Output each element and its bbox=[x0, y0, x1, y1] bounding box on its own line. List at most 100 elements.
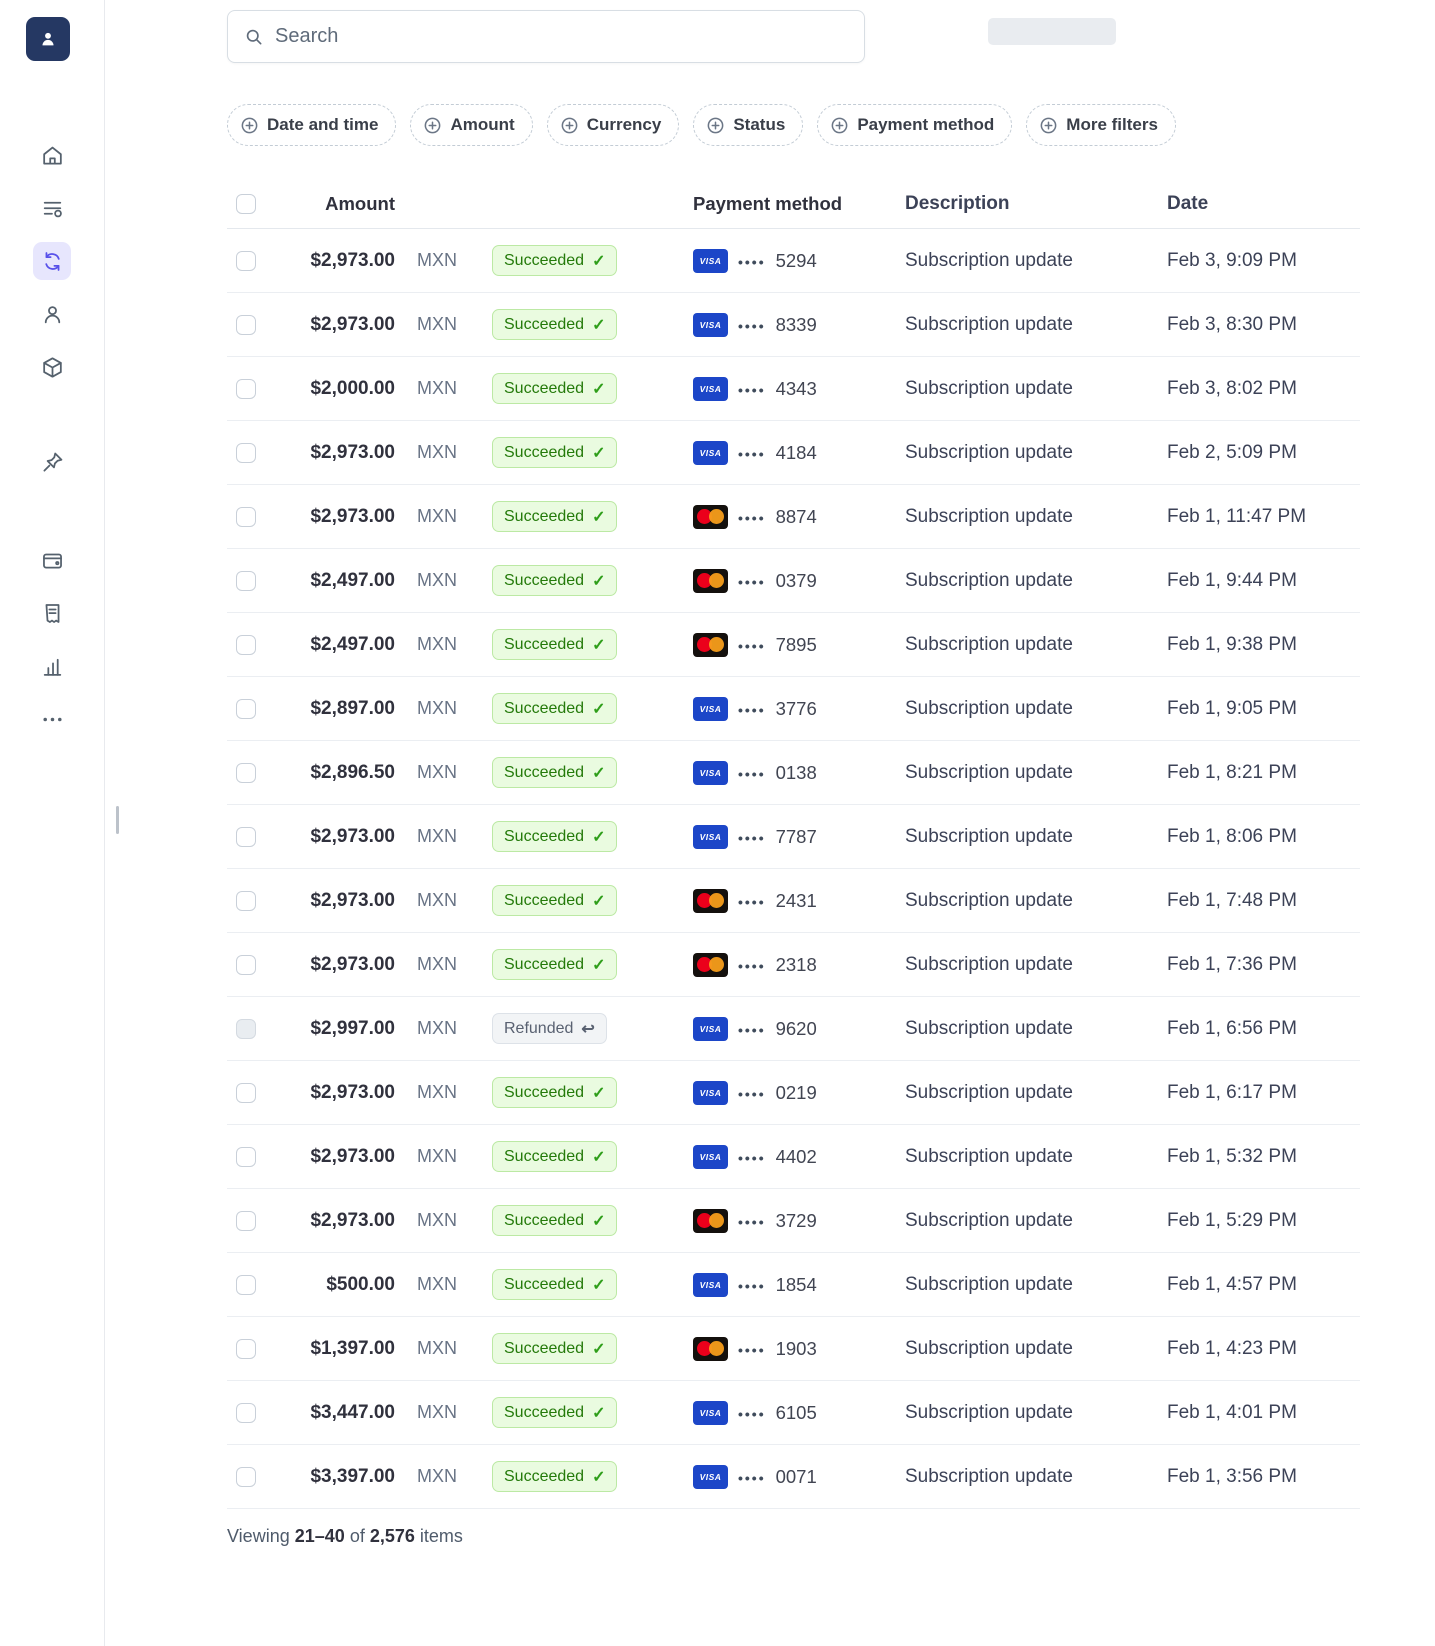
row-description: Subscription update bbox=[905, 1081, 1073, 1103]
card-last4: 3729 bbox=[775, 1209, 817, 1231]
sidebar-item-balances[interactable] bbox=[33, 189, 71, 227]
table-row[interactable]: $2,973.00 MXN Succeeded ✓ VISA •••• 0219… bbox=[227, 1061, 1360, 1125]
sidebar-item-shortcuts[interactable] bbox=[33, 443, 71, 481]
status-label: Succeeded bbox=[504, 1083, 585, 1101]
row-checkbox[interactable] bbox=[236, 698, 256, 719]
visa-label: VISA bbox=[699, 831, 722, 842]
row-checkbox[interactable] bbox=[236, 506, 256, 527]
balances-icon bbox=[43, 201, 62, 217]
table-row[interactable]: $2,973.00 MXN Succeeded ✓ VISA •••• 8874… bbox=[227, 485, 1360, 549]
plus-circle-icon bbox=[561, 117, 578, 133]
table-row[interactable]: $2,973.00 MXN Succeeded ✓ VISA •••• 4402… bbox=[227, 1125, 1360, 1189]
sidebar-item-invoices[interactable] bbox=[33, 594, 71, 632]
table-row[interactable]: $500.00 MXN Succeeded ✓ VISA •••• 1854 S… bbox=[227, 1253, 1360, 1317]
row-checkbox[interactable] bbox=[236, 826, 256, 847]
row-checkbox[interactable] bbox=[236, 1082, 256, 1103]
mastercard-red-circle bbox=[697, 1213, 712, 1228]
row-payment-method: VISA •••• 3776 bbox=[670, 696, 885, 721]
row-payment-method: VISA •••• 9620 bbox=[670, 1016, 885, 1041]
table-row[interactable]: $2,497.00 MXN Succeeded ✓ VISA •••• 7895… bbox=[227, 613, 1360, 677]
filter-pill-payment-method[interactable]: Payment method bbox=[817, 104, 1013, 146]
table-row[interactable]: $2,000.00 MXN Succeeded ✓ VISA •••• 4343… bbox=[227, 357, 1360, 421]
table-row[interactable]: $2,897.00 MXN Succeeded ✓ VISA •••• 3776… bbox=[227, 677, 1360, 741]
select-all-checkbox[interactable] bbox=[236, 193, 256, 214]
sidebar-item-customers[interactable] bbox=[33, 295, 71, 333]
table-row[interactable]: $2,497.00 MXN Succeeded ✓ VISA •••• 0379… bbox=[227, 549, 1360, 613]
row-checkbox[interactable] bbox=[236, 1274, 256, 1295]
row-checkbox[interactable] bbox=[236, 570, 256, 591]
table-row[interactable]: $2,973.00 MXN Succeeded ✓ VISA •••• 7787… bbox=[227, 805, 1360, 869]
search-box[interactable] bbox=[227, 10, 865, 63]
row-checkbox[interactable] bbox=[236, 1146, 256, 1167]
sidebar bbox=[0, 0, 105, 1646]
app-logo-glyph bbox=[42, 32, 54, 46]
filter-pill-amount[interactable]: Amount bbox=[410, 104, 533, 146]
status-badge: Succeeded ✓ bbox=[492, 565, 618, 596]
row-checkbox[interactable] bbox=[236, 890, 256, 911]
table-row[interactable]: $3,447.00 MXN Succeeded ✓ VISA •••• 6105… bbox=[227, 1381, 1360, 1445]
top-bar bbox=[227, 10, 1435, 63]
status-label: Succeeded bbox=[504, 1467, 585, 1485]
row-checkbox[interactable] bbox=[236, 442, 256, 463]
row-currency: MXN bbox=[417, 1210, 457, 1230]
row-checkbox[interactable] bbox=[236, 1466, 256, 1487]
row-amount: $2,973.00 bbox=[310, 249, 395, 271]
row-amount: $2,497.00 bbox=[310, 633, 395, 655]
search-input[interactable] bbox=[275, 25, 848, 48]
table-row[interactable]: $2,973.00 MXN Succeeded ✓ VISA •••• 4184… bbox=[227, 421, 1360, 485]
row-checkbox[interactable] bbox=[236, 1018, 256, 1039]
row-payment-method: VISA •••• 4343 bbox=[670, 376, 885, 401]
invoice-icon bbox=[45, 603, 59, 623]
row-payment-method: VISA •••• 5294 bbox=[670, 248, 885, 273]
table-row[interactable]: $2,973.00 MXN Succeeded ✓ VISA •••• 8339… bbox=[227, 293, 1360, 357]
app-logo[interactable] bbox=[26, 17, 70, 61]
table-row[interactable]: $2,896.50 MXN Succeeded ✓ VISA •••• 0138… bbox=[227, 741, 1360, 805]
table-row[interactable]: $2,973.00 MXN Succeeded ✓ VISA •••• 3729… bbox=[227, 1189, 1360, 1253]
status-icon: ✓ bbox=[592, 828, 606, 846]
row-checkbox[interactable] bbox=[236, 634, 256, 655]
row-checkbox[interactable] bbox=[236, 250, 256, 271]
sidebar-item-products[interactable] bbox=[33, 348, 71, 386]
row-status-cell: Succeeded ✓ bbox=[470, 1333, 670, 1364]
filter-pill-status[interactable]: Status bbox=[693, 104, 804, 146]
table-row[interactable]: $1,397.00 MXN Succeeded ✓ VISA •••• 1903… bbox=[227, 1317, 1360, 1381]
row-checkbox[interactable] bbox=[236, 762, 256, 783]
row-checkbox[interactable] bbox=[236, 1402, 256, 1423]
visa-icon: VISA bbox=[693, 824, 728, 849]
table-row[interactable]: $3,397.00 MXN Succeeded ✓ VISA •••• 0071… bbox=[227, 1445, 1360, 1509]
status-icon: ✓ bbox=[592, 1276, 606, 1294]
filter-pill-date-and-time[interactable]: Date and time bbox=[227, 104, 397, 146]
plus-circle-icon bbox=[241, 117, 258, 133]
visa-label: VISA bbox=[699, 1279, 722, 1290]
table-row[interactable]: $2,973.00 MXN Succeeded ✓ VISA •••• 2431… bbox=[227, 869, 1360, 933]
table-row[interactable]: $2,997.00 MXN Refunded ↩ VISA •••• 9620 … bbox=[227, 997, 1360, 1061]
row-checkbox[interactable] bbox=[236, 1338, 256, 1359]
row-checkbox[interactable] bbox=[236, 954, 256, 975]
card-last4: 3776 bbox=[775, 697, 817, 719]
scrollbar-thumb[interactable] bbox=[116, 806, 119, 834]
row-currency: MXN bbox=[417, 890, 457, 910]
row-payment-method: VISA •••• 8874 bbox=[670, 504, 885, 529]
row-status-cell: Succeeded ✓ bbox=[470, 437, 670, 468]
sidebar-item-home[interactable] bbox=[33, 136, 71, 174]
row-status-cell: Succeeded ✓ bbox=[470, 309, 670, 340]
row-checkbox[interactable] bbox=[236, 314, 256, 335]
pagination-status: Viewing 21–40 of 2,576 items bbox=[227, 1526, 1435, 1547]
sidebar-item-reports[interactable] bbox=[33, 647, 71, 685]
sidebar-item-billing[interactable] bbox=[33, 541, 71, 579]
mastercard-icon: VISA bbox=[693, 888, 728, 913]
filter-pill-more-filters[interactable]: More filters bbox=[1026, 104, 1176, 146]
row-date: Feb 1, 8:21 PM bbox=[1167, 761, 1297, 783]
row-checkbox[interactable] bbox=[236, 378, 256, 399]
status-icon: ✓ bbox=[592, 316, 606, 334]
row-description: Subscription update bbox=[905, 569, 1073, 591]
filter-pill-currency[interactable]: Currency bbox=[546, 104, 680, 146]
table-row[interactable]: $2,973.00 MXN Succeeded ✓ VISA •••• 2318… bbox=[227, 933, 1360, 997]
row-checkbox-cell bbox=[227, 954, 265, 975]
row-checkbox[interactable] bbox=[236, 1210, 256, 1231]
sidebar-item-transactions[interactable] bbox=[33, 242, 71, 280]
row-checkbox-cell bbox=[227, 442, 265, 463]
table-row[interactable]: $2,973.00 MXN Succeeded ✓ VISA •••• 5294… bbox=[227, 229, 1360, 293]
row-description: Subscription update bbox=[905, 1465, 1073, 1487]
sidebar-item-more[interactable] bbox=[33, 700, 71, 738]
